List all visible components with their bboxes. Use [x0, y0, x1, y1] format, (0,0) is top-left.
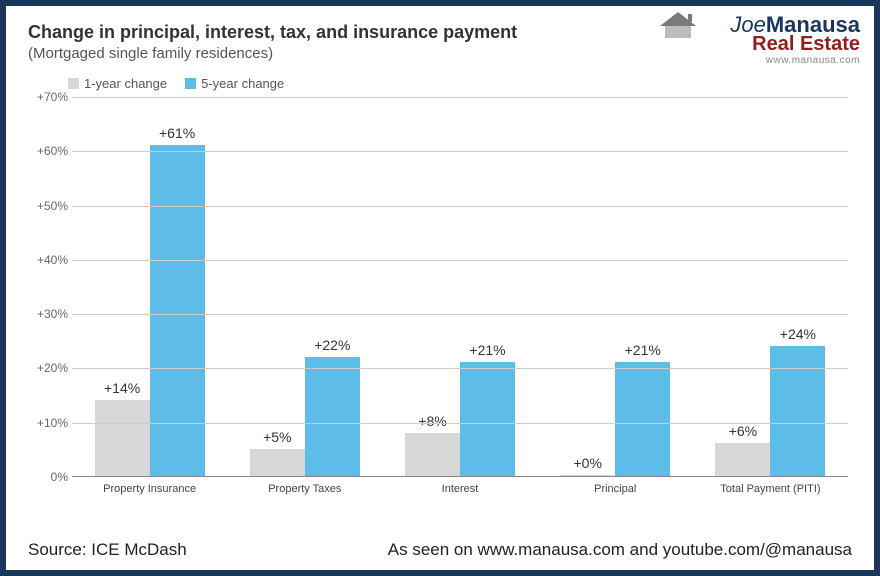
legend-swatch-2 [185, 78, 196, 89]
bar-value-label: +21% [625, 342, 661, 358]
bar-value-label: +0% [573, 455, 601, 471]
bar-value-label: +5% [263, 429, 291, 445]
gridline [72, 368, 848, 369]
bar-value-label: +22% [314, 337, 350, 353]
bar-group: +8%+21% [382, 97, 537, 476]
house-icon [656, 10, 700, 40]
footer: Source: ICE McDash As seen on www.manaus… [28, 540, 852, 560]
bar: +21% [460, 362, 515, 476]
bar: +21% [615, 362, 670, 476]
chart-subtitle: (Mortgaged single family residences) [28, 45, 852, 62]
bar-group: +14%+61% [72, 97, 227, 476]
chart-frame: JoeManausa Real Estate www.manausa.com C… [0, 0, 880, 576]
bar-groups: +14%+61%+5%+22%+8%+21%+0%+21%+6%+24% [72, 97, 848, 476]
y-tick-label: 0% [28, 470, 68, 484]
bar-value-label: +14% [104, 380, 140, 396]
bar: +0% [560, 475, 615, 476]
bar: +6% [715, 443, 770, 476]
brand-logo: JoeManausa Real Estate www.manausa.com [730, 14, 860, 66]
bar: +61% [150, 145, 205, 476]
x-tick-label: Property Insurance [72, 477, 227, 495]
bar: +14% [95, 400, 150, 476]
bar: +22% [305, 357, 360, 476]
chart-title: Change in principal, interest, tax, and … [28, 22, 852, 43]
y-tick-label: +30% [28, 307, 68, 321]
gridline [72, 206, 848, 207]
bar-value-label: +24% [780, 326, 816, 342]
y-tick-label: +10% [28, 416, 68, 430]
legend-item-2: 5-year change [185, 76, 284, 91]
legend-label-1: 1-year change [84, 76, 167, 91]
bar-group: +0%+21% [538, 97, 693, 476]
logo-text-realestate: Real Estate [730, 34, 860, 54]
y-tick-label: +70% [28, 90, 68, 104]
bar: +8% [405, 433, 460, 476]
gridline [72, 260, 848, 261]
x-axis-labels: Property InsuranceProperty TaxesInterest… [72, 477, 848, 495]
bar: +5% [250, 449, 305, 476]
gridline [72, 314, 848, 315]
logo-url: www.manausa.com [730, 56, 860, 66]
gridline [72, 97, 848, 98]
x-tick-label: Total Payment (PITI) [693, 477, 848, 495]
y-tick-label: +50% [28, 199, 68, 213]
bar-value-label: +8% [418, 413, 446, 429]
legend-swatch-1 [68, 78, 79, 89]
bar-value-label: +61% [159, 125, 195, 141]
bar-group: +5%+22% [227, 97, 382, 476]
bar-value-label: +21% [469, 342, 505, 358]
legend-label-2: 5-year change [201, 76, 284, 91]
y-tick-label: +40% [28, 253, 68, 267]
source-text: Source: ICE McDash [28, 540, 187, 560]
bar-chart: +14%+61%+5%+22%+8%+21%+0%+21%+6%+24% 0%+… [72, 97, 848, 477]
y-tick-label: +20% [28, 361, 68, 375]
gridline [72, 151, 848, 152]
bar-group: +6%+24% [693, 97, 848, 476]
bar-value-label: +6% [729, 423, 757, 439]
x-tick-label: Principal [538, 477, 693, 495]
attribution-text: As seen on www.manausa.com and youtube.c… [388, 540, 852, 560]
x-tick-label: Property Taxes [227, 477, 382, 495]
legend: 1-year change 5-year change [68, 76, 852, 91]
y-tick-label: +60% [28, 144, 68, 158]
bar: +24% [770, 346, 825, 476]
x-tick-label: Interest [382, 477, 537, 495]
gridline [72, 423, 848, 424]
legend-item-1: 1-year change [68, 76, 167, 91]
